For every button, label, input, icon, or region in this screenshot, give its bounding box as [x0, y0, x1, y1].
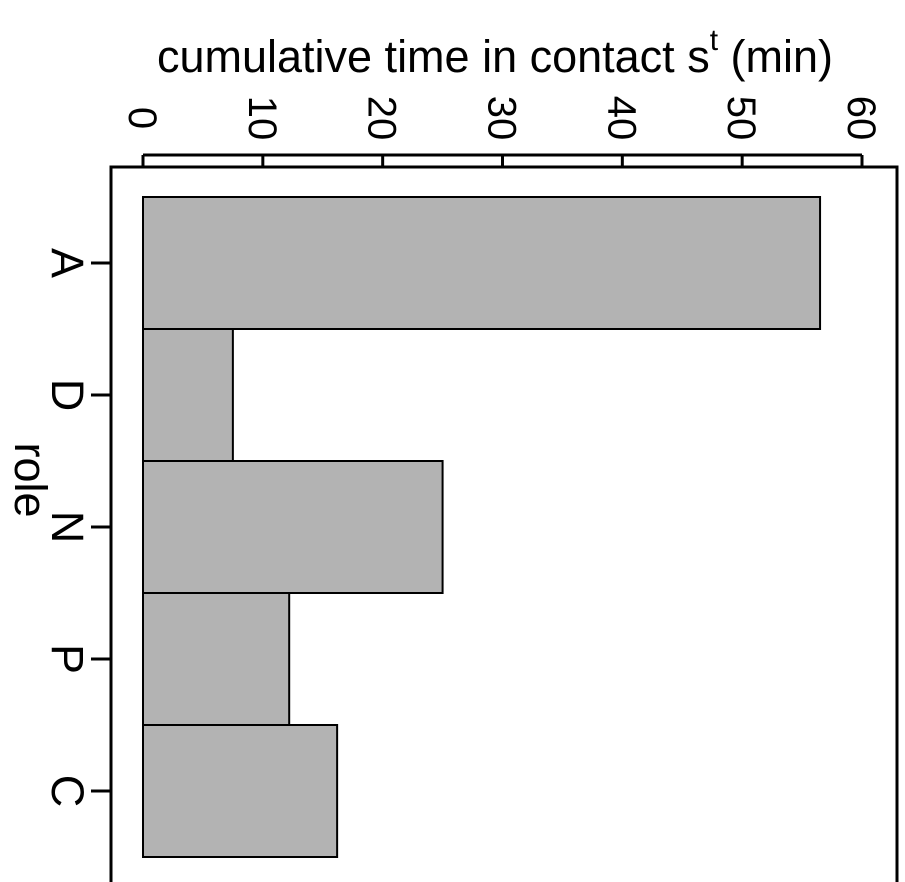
x-axis-title-main: cumulative time in contact s [157, 31, 710, 82]
x-tick-label: 30 [480, 96, 524, 141]
x-axis-ticks: 0 10 20 30 40 50 60 [120, 96, 883, 167]
bar-p [142, 592, 291, 726]
y-tick-label-a: A [42, 248, 93, 278]
y-tick-label-d: D [42, 379, 93, 412]
x-tick-label: 20 [360, 96, 404, 141]
bars-group [142, 196, 822, 858]
x-axis-title: cumulative time in contact st (min) [157, 24, 833, 82]
y-tick-label-p: P [42, 644, 93, 674]
x-axis-title-unit: (min) [718, 31, 833, 82]
x-tick-label: 60 [839, 96, 883, 141]
y-axis-ticks: A D N P C [42, 248, 111, 807]
y-tick-label-c: C [42, 775, 93, 808]
x-tick-label: 10 [240, 96, 284, 141]
y-axis-title: role [5, 442, 56, 517]
x-tick-label: 0 [120, 107, 164, 129]
y-tick-label-n: N [42, 511, 93, 544]
x-axis-title-sup: t [710, 24, 719, 57]
bar-d [142, 328, 234, 462]
x-tick-label: 40 [599, 96, 643, 141]
bar-a [142, 196, 822, 330]
x-tick-label: 50 [719, 96, 763, 141]
bar-c [142, 724, 339, 858]
bar-n [142, 460, 444, 594]
